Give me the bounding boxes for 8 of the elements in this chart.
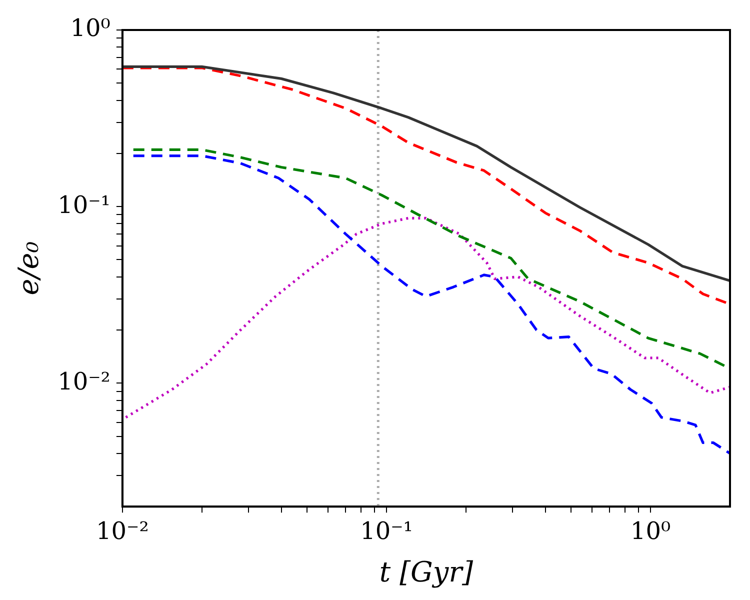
x-tick-label: 10⁰ [630,517,671,546]
x-tick-label: 10⁻² [96,517,149,546]
y-tick-label: 10⁻² [58,367,110,396]
y-tick-label: 10⁰ [70,14,110,42]
x-tick-label: 10⁻¹ [360,517,413,546]
x-axis-title: t [Gyr] [379,555,474,588]
y-tick-label: 10⁻¹ [58,190,110,219]
y-axis-title: e/e₀ [12,241,46,296]
